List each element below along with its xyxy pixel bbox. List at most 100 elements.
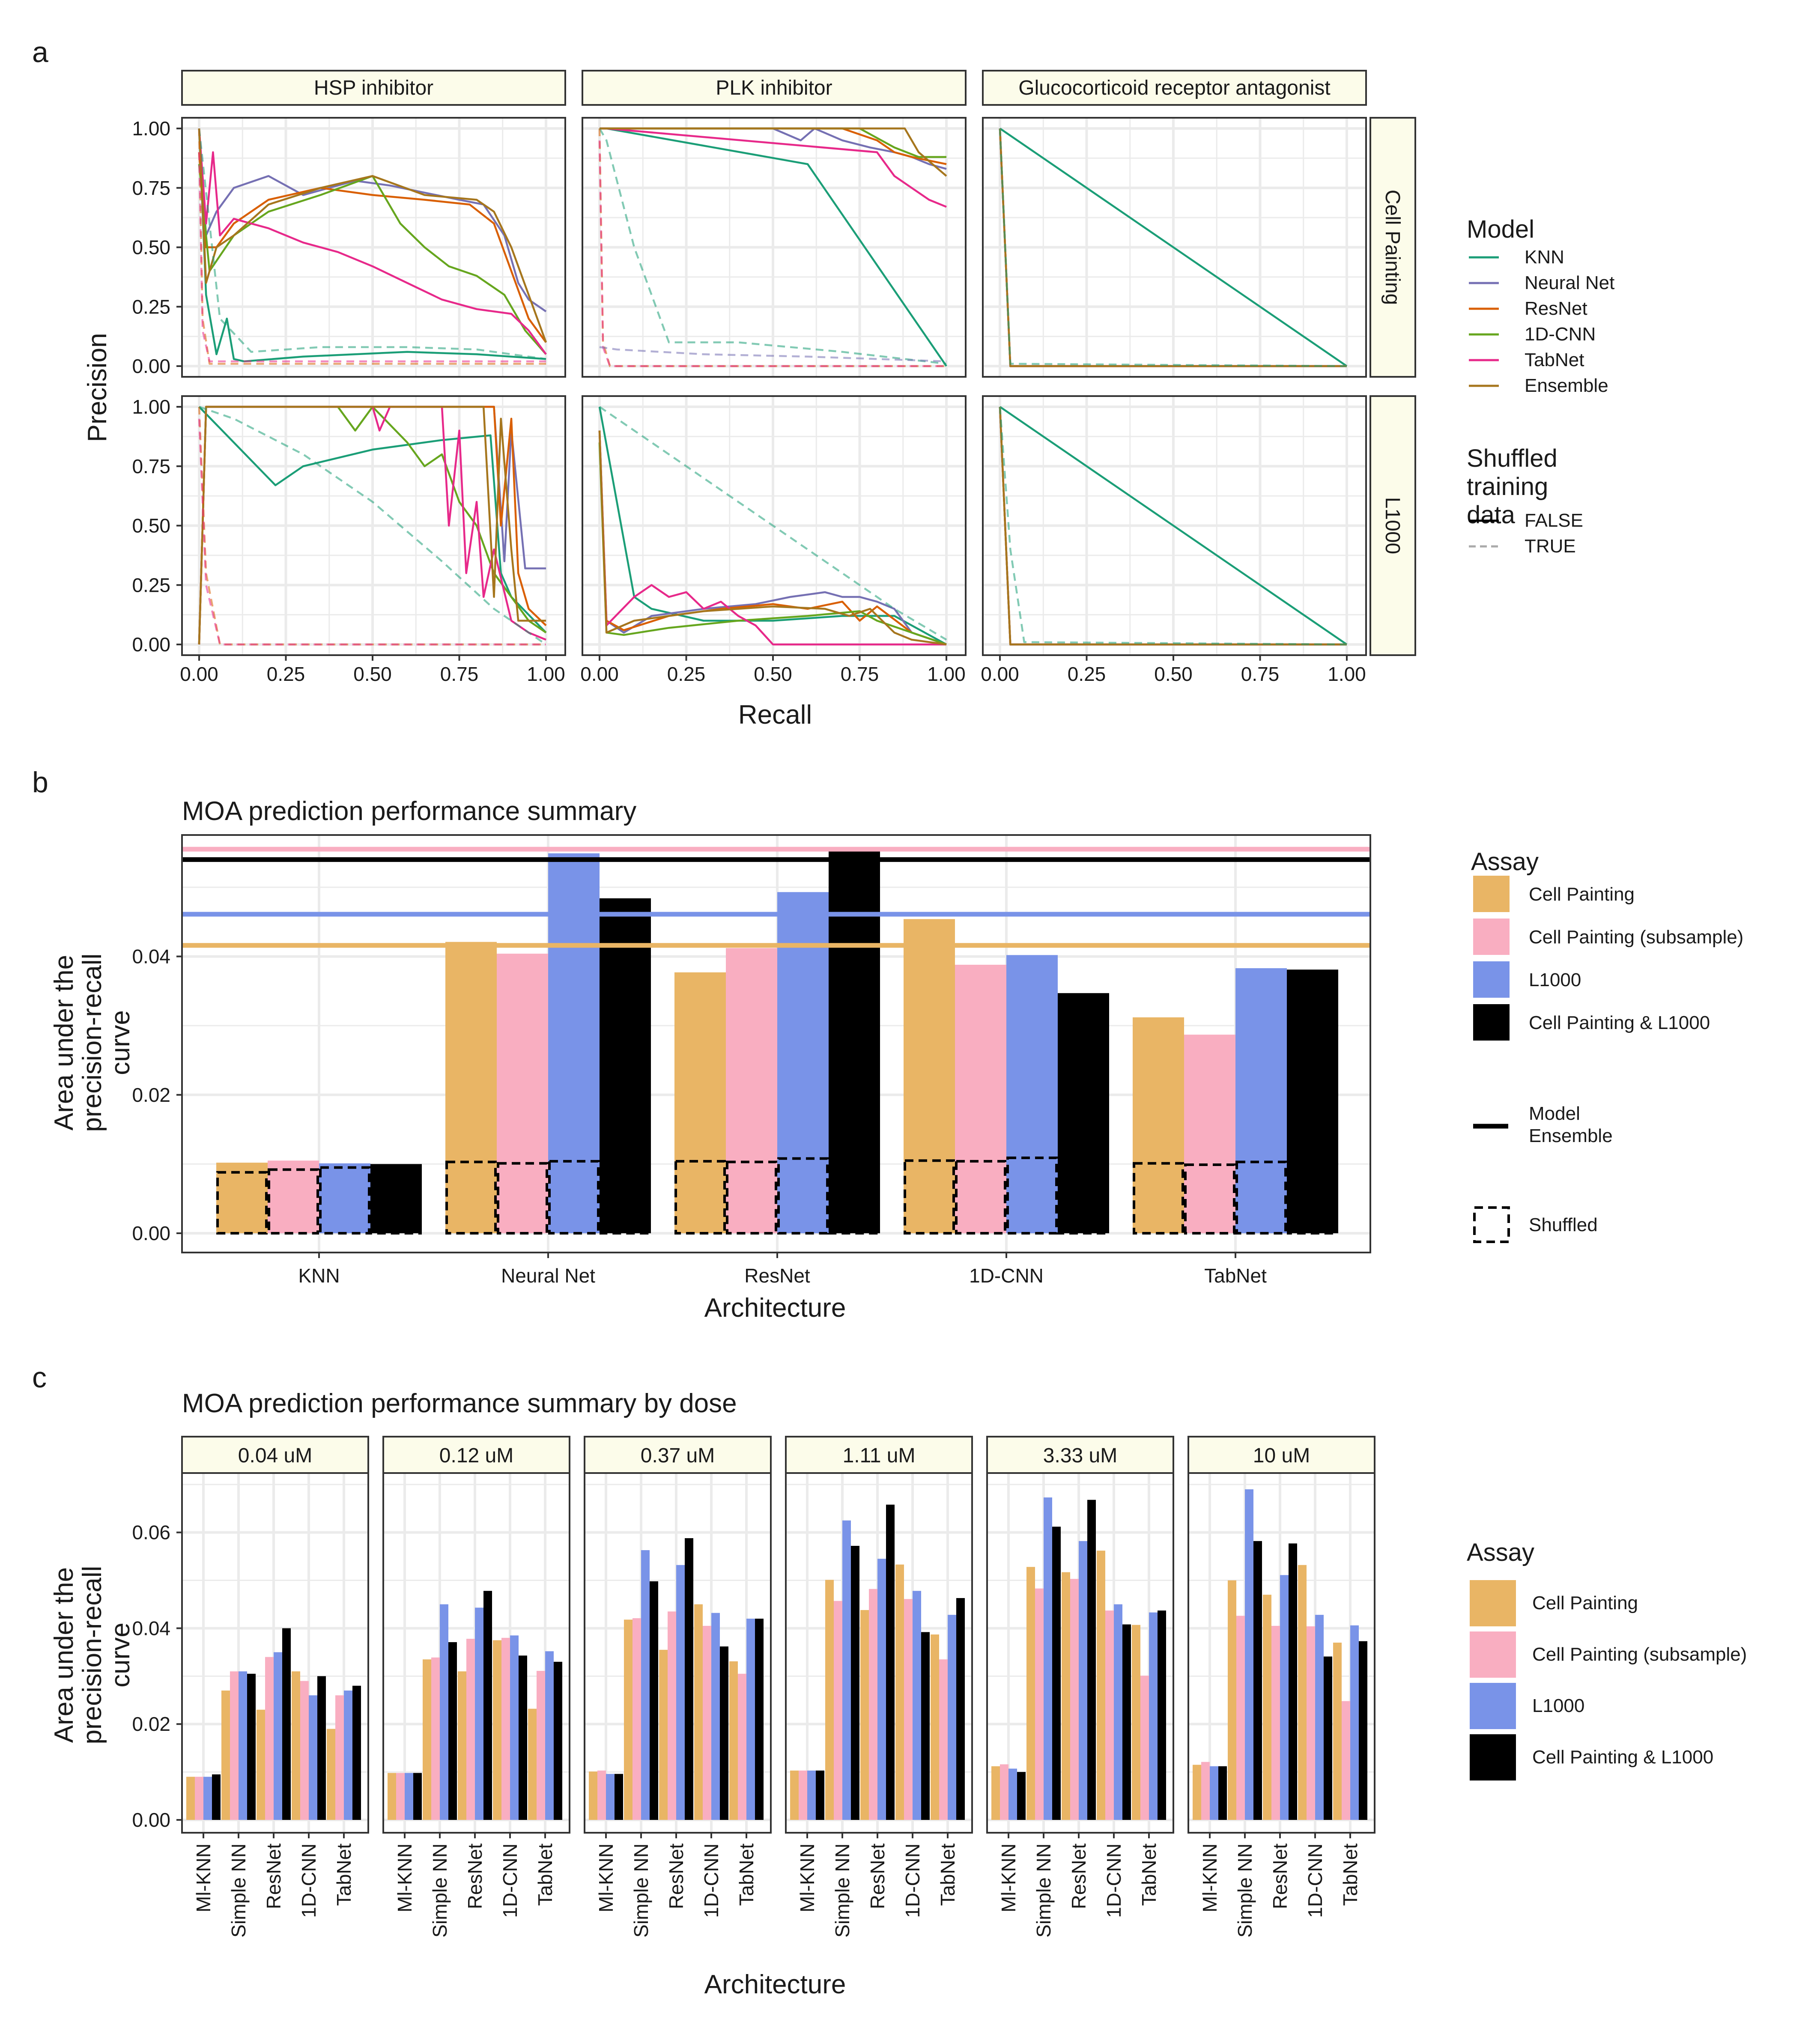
- bar-cell-painting-subsample-ml-knn: [396, 1773, 405, 1820]
- bar-l1000-resnet: [1079, 1541, 1087, 1820]
- bar-cell-painting-1d-cnn: [904, 919, 955, 1233]
- panel-b-title: MOA prediction performance summary: [182, 796, 636, 826]
- facet-label-10-um: 10 uM: [1253, 1444, 1310, 1467]
- bar-cell-painting-1d-cnn: [292, 1671, 300, 1820]
- legend-label-neural-net: Neural Net: [1525, 272, 1614, 293]
- facet-label-cell-painting: Cell Painting: [1381, 190, 1404, 305]
- bar-l1000-1d-cnn: [913, 1591, 921, 1820]
- x-axis-title: Recall: [738, 700, 812, 730]
- shuffled-bar-cell-painting-subsample-knn: [268, 1168, 319, 1235]
- legend-title-shuffled-line: Shuffled: [1467, 444, 1557, 472]
- bar-cell-painting-l1000-knn: [370, 1164, 422, 1233]
- bar-cell-painting-l1000-simple-nn: [1253, 1541, 1262, 1820]
- pr-line-knn: [198, 128, 546, 363]
- bar-cell-painting-l1000-1d-cnn: [1324, 1656, 1332, 1820]
- x-tick-label-tabnet: TabNet: [534, 1843, 556, 1906]
- bar-cell-painting-1d-cnn: [895, 1564, 904, 1820]
- pr-line-1d-cnn: [598, 442, 947, 646]
- panel-a-pr-curves: a HSP inhibitor PLK inhibitor Glucocortico…: [32, 36, 1614, 730]
- x-tick-label-knn: KNN: [298, 1265, 340, 1287]
- y-tick-label: 0.75: [132, 455, 170, 477]
- bar-cell-painting-l1000-simple-nn: [650, 1581, 658, 1820]
- bar-cell-painting-resnet: [1062, 1572, 1070, 1820]
- bar-cell-painting-subsample-ml-knn: [799, 1770, 807, 1820]
- bar-cell-painting-l1000-tabnet: [1158, 1610, 1166, 1820]
- pr-panel-hsp-inhibitor-l1000: [181, 395, 566, 656]
- bar-cell-painting-1d-cnn: [493, 1640, 501, 1820]
- bar-l1000-resnet: [676, 1565, 685, 1820]
- bar-l1000-1d-cnn: [1315, 1615, 1324, 1820]
- bar-cell-painting-l1000-resnet: [829, 850, 880, 1233]
- x-tick-label: 0.00: [981, 663, 1019, 685]
- x-tick-label-tabnet: TabNet: [735, 1843, 758, 1906]
- bar-cell-painting-subsample-ml-knn: [1201, 1762, 1210, 1820]
- legend-label-tabnet: TabNet: [1525, 349, 1584, 370]
- pr-line-resnet-shuffled: [198, 128, 546, 365]
- legend-title-shuffled-line: training: [1467, 473, 1548, 501]
- x-axis-title: Architecture: [704, 1293, 846, 1323]
- shuffled-bar-cell-painting-l1000-1d-cnn: [1058, 1160, 1109, 1235]
- pr-line-tabnet: [198, 128, 547, 355]
- legend-swatch-cell-painting-l1000: [1470, 1734, 1516, 1780]
- pr-line-ensemble: [999, 406, 1347, 646]
- x-tick-label: 0.50: [754, 663, 792, 685]
- x-tick-label: 0.75: [841, 663, 879, 685]
- shuffled-bar-cell-painting-l1000-neural-net: [600, 1158, 651, 1235]
- bar-cell-painting-subsample-tabnet: [537, 1671, 545, 1820]
- bar-cell-painting-resnet: [257, 1709, 265, 1820]
- y-axis-title-line: curve: [106, 1010, 135, 1075]
- bar-cell-painting-subsample-tabnet: [1342, 1701, 1350, 1820]
- x-tick-label-tabnet: TabNet: [1204, 1265, 1267, 1287]
- x-tick-label-resnet: ResNet: [263, 1843, 285, 1909]
- facet-strip-hsp-inhibitor: [181, 70, 566, 106]
- pr-line-neural-net-shuffled: [599, 346, 947, 363]
- facet-strip-10-um: [1187, 1436, 1375, 1474]
- facet-label-glucocorticoid-receptor-antagonist: Glucocorticoid receptor antagonist: [1018, 77, 1330, 99]
- bar-l1000-neural-net: [548, 853, 600, 1233]
- pr-line-tabnet-shuffled: [598, 140, 946, 367]
- y-tick-label: 1.00: [132, 396, 170, 418]
- x-tick-label: 1.00: [927, 663, 966, 685]
- x-tick-label-resnet: ResNet: [1269, 1843, 1291, 1909]
- bar-cell-painting-l1000-ml-knn: [1218, 1766, 1227, 1820]
- x-tick-label: 0.50: [1154, 663, 1193, 685]
- bar-cell-painting-l1000-ml-knn: [413, 1773, 422, 1820]
- bar-l1000-simple-nn: [842, 1520, 851, 1820]
- y-tick-label: 0.00: [132, 1809, 170, 1831]
- legend-swatch-cell-painting: [1470, 1580, 1516, 1626]
- bar-l1000-1d-cnn: [309, 1695, 317, 1820]
- shuffled-bar-l1000-knn: [319, 1166, 370, 1235]
- facet-label-0-04-um: 0.04 uM: [238, 1444, 312, 1467]
- bar-cell-painting-ml-knn: [1193, 1765, 1201, 1820]
- x-tick-label-1d-cnn: 1D-CNN: [1103, 1843, 1125, 1918]
- bar-l1000-tabnet: [1235, 968, 1287, 1233]
- pr-panel-plk-inhibitor-l1000: [582, 395, 967, 656]
- x-tick-label-ml-knn: Ml-KNN: [192, 1843, 215, 1912]
- bar-cell-painting-l1000-tabnet: [755, 1619, 764, 1820]
- shuffled-bar-cell-painting-subsample-resnet: [726, 1160, 777, 1235]
- pr-panel-border: [982, 117, 1367, 378]
- bar-cell-painting-l1000-tabnet: [554, 1661, 562, 1820]
- legend-title-assay: Assay: [1471, 848, 1539, 876]
- shuffled-bar-cell-painting-subsample-neural-net: [497, 1162, 548, 1235]
- legend-swatch-cell-painting-l1000: [1473, 1004, 1510, 1041]
- x-tick-label-ml-knn: Ml-KNN: [595, 1843, 617, 1912]
- bar-cell-painting-subsample-ml-knn: [597, 1770, 606, 1820]
- legend-label-cell-painting: Cell Painting: [1529, 884, 1635, 905]
- pr-line-tabnet-shuffled: [198, 152, 546, 363]
- y-tick-label: 0.04: [132, 1617, 170, 1639]
- x-tick-label-tabnet: TabNet: [937, 1843, 959, 1906]
- legend-label-ensemble: Ensemble: [1525, 375, 1608, 396]
- shuffled-bar-l1000-neural-net: [548, 1160, 600, 1235]
- bar-cell-painting-ml-knn: [991, 1766, 1000, 1820]
- bar-cell-painting-l1000-simple-nn: [851, 1546, 859, 1820]
- pr-line-neural-net: [198, 128, 547, 313]
- bar-l1000-1d-cnn: [510, 1635, 519, 1820]
- x-tick-label: 0.00: [580, 663, 619, 685]
- bar-cell-painting-resnet: [659, 1649, 668, 1820]
- x-tick-label-ml-knn: Ml-KNN: [394, 1843, 416, 1912]
- dose-panel-10-um: 10 uM Ml-KNN Simple NN ResNet 1D-CNN TabNet: [1187, 1436, 1375, 1938]
- y-tick-label: 0.00: [132, 1222, 170, 1244]
- bar-l1000-ml-knn: [1008, 1769, 1017, 1820]
